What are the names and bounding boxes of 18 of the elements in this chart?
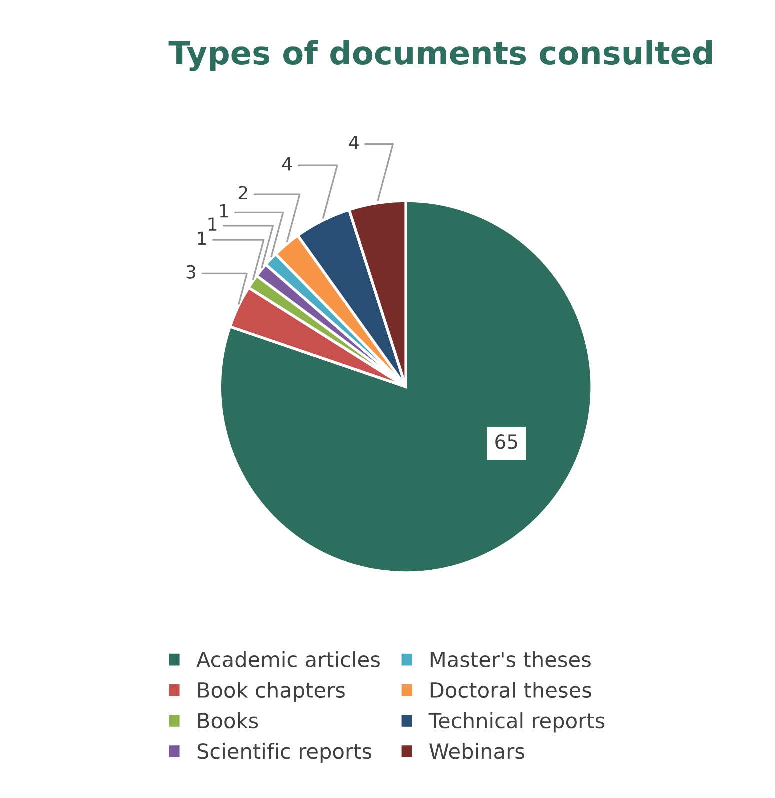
data-label: 65 <box>496 434 518 450</box>
data-label: 1 <box>220 204 228 218</box>
chart-title: Types of documents consulted <box>168 40 712 72</box>
legend-label: Book chapters <box>198 682 345 702</box>
pie-slice <box>218 200 594 574</box>
legend-label: Books <box>198 712 258 729</box>
data-label: 4 <box>282 157 292 171</box>
data-label: 3 <box>186 265 196 279</box>
legend-label: Doctoral theses <box>430 682 592 698</box>
legend-label: Technical reports <box>428 712 605 733</box>
legend-label: Master's theses <box>430 651 591 668</box>
data-label: 4 <box>349 136 359 150</box>
legend-label: Scientific reports <box>198 743 372 764</box>
legend-label: Webinars <box>430 743 524 760</box>
data-label: 1 <box>208 218 217 231</box>
data-label: 1 <box>198 232 206 246</box>
data-label: 2 <box>238 186 248 200</box>
legend-label: Academic articles <box>196 651 380 668</box>
